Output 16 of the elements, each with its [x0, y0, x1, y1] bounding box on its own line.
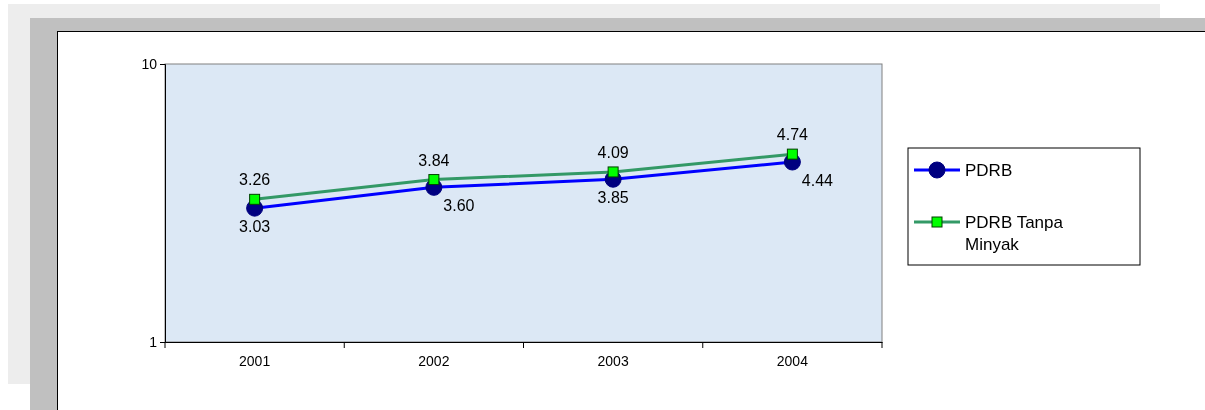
data-label: 4.44 — [801, 172, 834, 190]
data-label: 3.03 — [239, 218, 271, 236]
x-tick-label: 2004 — [776, 352, 809, 369]
x-tick-label: 2003 — [597, 352, 629, 369]
y-tick-label: 1 — [149, 333, 158, 350]
data-label: 3.60 — [443, 197, 475, 215]
data-label: 3.85 — [597, 189, 629, 207]
x-tick-label: 2001 — [239, 352, 271, 369]
data-label: 3.84 — [418, 151, 450, 169]
x-tick-label: 2002 — [418, 352, 450, 369]
legend-label: PDRB — [965, 161, 1013, 180]
legend-label: PDRB Tanpa Minyak — [965, 213, 1064, 254]
y-tick-label: 10 — [141, 55, 158, 72]
data-label: 4.09 — [597, 143, 629, 161]
data-label: 4.74 — [776, 126, 809, 144]
data-label: 3.26 — [239, 171, 271, 189]
